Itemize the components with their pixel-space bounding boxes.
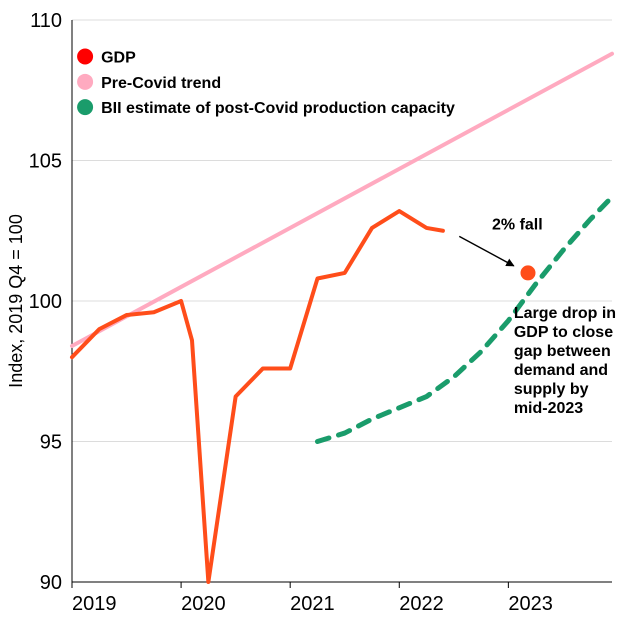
y-tick-label: 95 [40,432,62,454]
series-pre-covid-trend [72,54,612,346]
x-tick-label: 2021 [290,593,335,615]
legend-label: Pre-Covid trend [101,75,221,92]
legend-label: BII estimate of post-Covid production ca… [101,100,455,117]
annotation-dot [520,265,536,281]
x-tick-label: 2019 [72,593,117,615]
x-tick-label: 2023 [508,593,553,615]
y-tick-label: 100 [29,291,62,313]
legend-label: GDP [101,50,136,67]
annotation-drop-text: Large drop inGDP to closegap betweendema… [514,305,616,417]
annotation-fall-label: 2% fall [492,216,543,233]
y-tick-label: 105 [29,151,62,173]
y-axis-label: Index, 2019 Q4 = 100 [6,214,26,388]
legend-marker [77,99,93,115]
y-tick-label: 90 [40,572,62,594]
y-tick-label: 110 [30,10,62,32]
x-tick-label: 2020 [181,593,226,615]
x-tick-label: 2022 [399,593,444,615]
annotation-arrow [459,236,514,266]
legend-marker [77,74,93,90]
series-gdp [72,211,443,582]
legend-marker [77,49,93,65]
gdp-chart: 90 95 100 105 110 2019 2020 2021 2022 2023 Index, … [0,0,632,632]
